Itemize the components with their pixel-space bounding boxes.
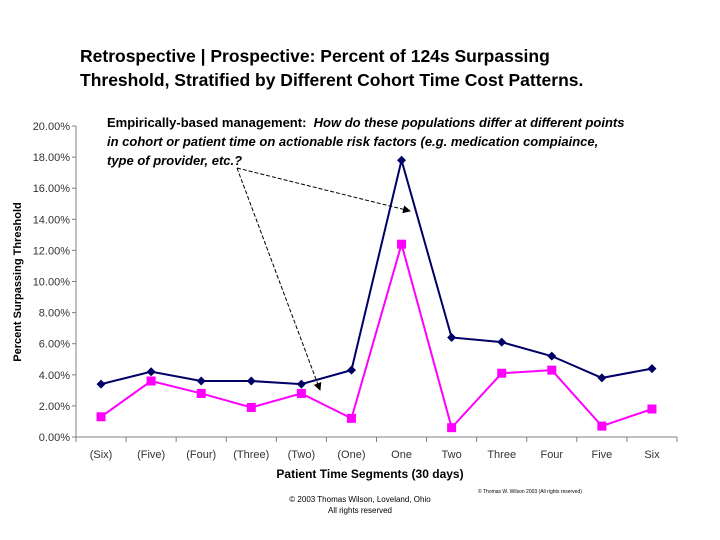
x-tick-label: Six bbox=[644, 449, 660, 461]
series-2-point bbox=[196, 388, 206, 398]
series-2-point bbox=[647, 404, 657, 414]
copyright-notice: © 2003 Thomas Wilson, Loveland, Ohio All… bbox=[250, 494, 470, 516]
chart-axes bbox=[72, 125, 678, 442]
y-tick-label: 4.00% bbox=[39, 370, 70, 382]
series-1-point bbox=[397, 155, 407, 165]
copyright-line-1: © 2003 Thomas Wilson, Loveland, Ohio bbox=[289, 495, 431, 504]
chart-series bbox=[96, 155, 657, 433]
series-2-point bbox=[547, 365, 557, 375]
arrow-to-peak bbox=[236, 167, 411, 214]
x-tick-label: (Five) bbox=[137, 449, 165, 461]
y-tick-label: 2.00% bbox=[39, 401, 70, 413]
x-tick-label: Two bbox=[442, 449, 462, 461]
y-tick-label: 10.00% bbox=[33, 277, 71, 289]
y-tick-label: 8.00% bbox=[39, 308, 70, 320]
series-2-line bbox=[100, 240, 653, 430]
series-2-point bbox=[497, 368, 507, 378]
series-1-point bbox=[96, 379, 106, 389]
series-1-point bbox=[296, 379, 306, 389]
series-1-point bbox=[346, 365, 356, 375]
x-tick-label: Four bbox=[540, 449, 563, 461]
annotation-lead: Empirically-based management: bbox=[107, 115, 307, 130]
annotation-callout: Empirically-based management: How do the… bbox=[107, 113, 627, 170]
series-2-point bbox=[397, 239, 407, 249]
annotation-body: How do these populations differ at diffe… bbox=[107, 115, 625, 168]
x-tick-label: One bbox=[391, 449, 412, 461]
series-2-point bbox=[146, 376, 156, 386]
x-tick-label: (Four) bbox=[186, 449, 216, 461]
title-line-2: Threshold, Stratified by Different Cohor… bbox=[80, 70, 584, 90]
series-1-point bbox=[647, 364, 657, 374]
y-tick-label: 18.00% bbox=[33, 152, 71, 164]
x-tick-label: (Three) bbox=[233, 449, 269, 461]
y-tick-labels: 0.00% 2.00% 4.00% 6.00% 8.00% 10.00% 12.00% 14.… bbox=[33, 121, 71, 444]
title-line-1: Retrospective | Prospective: Percent of … bbox=[80, 46, 550, 66]
y-tick-label: 0.00% bbox=[39, 432, 70, 444]
x-tick-label: (Two) bbox=[288, 449, 316, 461]
series-1-point bbox=[547, 351, 557, 361]
chart-title: Retrospective | Prospective: Percent of … bbox=[80, 44, 680, 92]
series-1-point bbox=[497, 337, 507, 347]
series-1-point bbox=[597, 373, 607, 383]
x-tick-label: (Six) bbox=[90, 449, 113, 461]
x-tick-label: Five bbox=[591, 449, 612, 461]
copyright-line-2: All rights reserved bbox=[327, 506, 393, 515]
y-tick-label: 12.00% bbox=[33, 245, 71, 257]
series-2-point bbox=[597, 421, 607, 431]
annotation-arrows bbox=[236, 167, 411, 391]
y-axis-label: Percent Surpassing Threshold bbox=[12, 202, 24, 362]
x-tick-label: Three bbox=[487, 449, 516, 461]
series-2-point bbox=[346, 413, 356, 423]
series-2-point bbox=[447, 423, 457, 433]
y-tick-label: 16.00% bbox=[33, 183, 71, 195]
y-tick-label: 14.00% bbox=[33, 214, 71, 226]
y-tick-label: 6.00% bbox=[39, 339, 70, 351]
x-tick-label: (One) bbox=[337, 449, 365, 461]
series-1-point bbox=[246, 376, 256, 386]
series-2-point bbox=[296, 388, 306, 398]
x-tick-labels: (Six) (Five) (Four) (Three) (Two) (One) One Two… bbox=[90, 449, 660, 461]
series-2-point bbox=[96, 412, 106, 422]
series-2-point bbox=[246, 402, 256, 412]
series-1-point bbox=[447, 332, 457, 342]
series-1-point bbox=[196, 376, 206, 386]
copyright-small: © Thomas W. Wilson 2003 (All rights rese… bbox=[478, 489, 582, 495]
series-1-point bbox=[146, 367, 156, 377]
series-1-line bbox=[100, 156, 653, 386]
arrow-to-two bbox=[236, 167, 322, 391]
y-tick-label: 20.00% bbox=[33, 121, 71, 133]
x-axis-label: Patient Time Segments (30 days) bbox=[276, 467, 463, 481]
